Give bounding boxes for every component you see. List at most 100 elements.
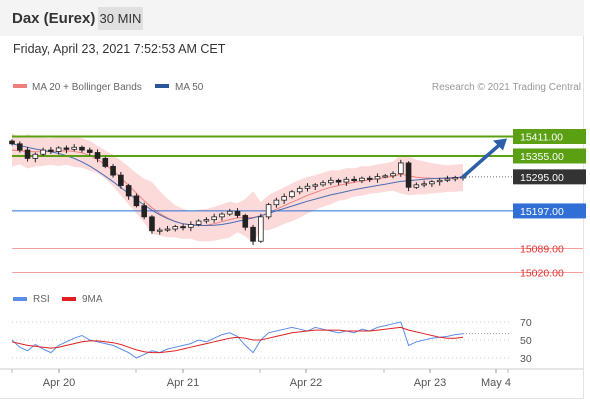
projection-arrow xyxy=(461,138,507,179)
candle-body xyxy=(273,199,280,206)
level-label: 15197.00 xyxy=(520,206,564,218)
candle-body xyxy=(141,205,147,218)
candle-body xyxy=(16,143,23,151)
candle-body xyxy=(289,191,295,198)
candle-body xyxy=(304,185,311,189)
candle-body xyxy=(133,195,140,207)
candle-body xyxy=(382,175,389,178)
candle-body xyxy=(351,178,357,182)
x-tick-label: Apr 23 xyxy=(414,377,446,389)
ma50-line xyxy=(11,143,464,226)
candle-body xyxy=(172,226,179,230)
candlesticks xyxy=(9,139,466,246)
level-label: 15020.00 xyxy=(520,268,564,280)
ma50-legend-label: MA 50 xyxy=(175,82,204,93)
rsi-legend-swatch xyxy=(13,297,27,301)
rsi-tick-label: 30 xyxy=(520,353,532,365)
x-axis: Apr 20 Apr 21 Apr 22 Apr 23 May 4 xyxy=(0,368,583,389)
candle-body xyxy=(374,176,381,180)
header-bar xyxy=(0,0,584,36)
candle-body xyxy=(405,162,412,188)
level-label: 15295.00 xyxy=(520,172,564,184)
candle-body xyxy=(242,215,249,228)
candle-body xyxy=(421,183,427,186)
candle-body xyxy=(359,177,365,182)
rsi-legend-label: RSI xyxy=(33,294,50,305)
candle-body xyxy=(226,210,233,215)
candle-body xyxy=(320,182,326,186)
candle-body xyxy=(55,147,62,152)
candle-body xyxy=(328,179,334,184)
candle-body xyxy=(343,178,350,183)
rsi-legend: RSI 9MA xyxy=(13,294,103,305)
candle-body xyxy=(312,184,319,187)
candle-body xyxy=(258,216,264,242)
level-labels: 15411.00 15355.00 15295.00 15197.00 15089.00… xyxy=(513,129,586,280)
candle-body xyxy=(296,187,303,193)
x-tick-label: May 4 xyxy=(481,377,511,389)
candle-body xyxy=(366,177,373,180)
rsi-tick-label: 50 xyxy=(520,335,532,347)
candle-body xyxy=(118,174,124,186)
candle-body xyxy=(413,184,420,188)
candle-body xyxy=(164,228,171,231)
rsi-panel: 70 50 30 xyxy=(11,317,532,365)
candle-body xyxy=(125,185,132,197)
candle-body xyxy=(436,179,443,183)
candle-body xyxy=(71,146,78,150)
timeframe-badge[interactable]: 30 MIN xyxy=(98,7,143,30)
candle-body xyxy=(32,153,39,159)
candle-body xyxy=(156,229,163,232)
candle-body xyxy=(429,181,435,185)
level-label-box xyxy=(513,148,586,164)
candle-body xyxy=(48,149,54,152)
candle-body xyxy=(110,166,116,176)
candle-body xyxy=(24,149,31,159)
candle-body xyxy=(203,219,210,222)
arrow-shaft xyxy=(461,141,503,179)
bollinger-legend-swatch xyxy=(13,84,27,88)
candle-body xyxy=(180,226,186,229)
credit-text: Research © 2021 Trading Central xyxy=(432,82,581,93)
candle-body xyxy=(86,149,93,153)
rsi-ma-legend-label: 9MA xyxy=(82,294,103,305)
timestamp: Friday, April 23, 2021 7:52:53 AM CET xyxy=(13,42,226,56)
candle-body xyxy=(9,140,15,145)
candle-body xyxy=(265,204,272,218)
level-label: 15411.00 xyxy=(520,132,563,144)
main-legend: MA 20 + Bollinger Bands MA 50 Research ©… xyxy=(13,82,581,93)
bollinger-legend-label: MA 20 + Bollinger Bands xyxy=(32,82,142,93)
candle-body xyxy=(452,177,459,180)
candle-body xyxy=(281,196,287,201)
rsi-ma-legend-swatch xyxy=(62,297,76,301)
x-tick-label: Apr 21 xyxy=(167,377,199,389)
candle-body xyxy=(188,224,194,228)
candle-body xyxy=(397,162,404,175)
candle-body xyxy=(149,216,155,232)
candle-body xyxy=(63,147,70,150)
candle-body xyxy=(444,178,451,181)
candle-body xyxy=(94,152,101,159)
candle-body xyxy=(335,179,342,183)
candle-body xyxy=(250,226,256,242)
x-tick-label: Apr 20 xyxy=(43,377,75,389)
arrow-head xyxy=(493,138,507,151)
x-tick-label: Apr 22 xyxy=(290,377,322,389)
ma50-legend-swatch xyxy=(155,84,169,88)
candle-body xyxy=(390,173,396,177)
candle-body xyxy=(79,146,85,151)
rsi-ma-line xyxy=(11,326,464,354)
candle-body xyxy=(219,213,225,218)
candle-body xyxy=(195,220,202,225)
level-label-box xyxy=(513,203,586,219)
level-label: 15355.00 xyxy=(520,151,564,163)
instrument-title: Dax (Eurex) xyxy=(12,10,96,27)
rsi-tick-label: 70 xyxy=(520,317,532,329)
level-label: 15089.00 xyxy=(520,244,564,256)
candle-body xyxy=(40,149,46,155)
candle-body xyxy=(102,158,109,167)
level-label-box xyxy=(513,129,586,144)
candle-body xyxy=(211,216,217,221)
rsi-line xyxy=(11,321,464,359)
